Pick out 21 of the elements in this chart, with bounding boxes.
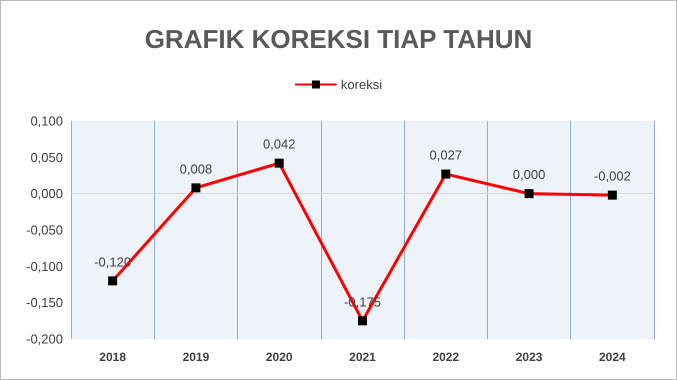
data-label: 0,008	[180, 161, 212, 176]
x-tick-label: 2019	[182, 350, 210, 364]
x-tick-label: 2023	[516, 350, 543, 364]
y-tick-label: -0,200	[26, 332, 63, 346]
x-tick-label: 2020	[266, 350, 293, 364]
y-tick-label: 0,100	[30, 114, 63, 128]
y-tick-label: 0,000	[30, 186, 63, 202]
y-tick-label: 0,050	[30, 150, 63, 165]
x-tick-label: 2022	[432, 350, 460, 364]
data-label: 0,027	[430, 148, 462, 163]
legend-label: koreksi	[340, 77, 382, 92]
y-tick-label: -0,100	[26, 258, 63, 274]
x-tick-label: 2018	[99, 350, 126, 364]
chart-title: GRAFIK KOREKSI TIAP TAHUN	[144, 24, 532, 54]
data-label: -0,002	[594, 168, 631, 184]
x-tick-label: 2024	[599, 350, 626, 364]
y-tick-label: -0,150	[26, 295, 63, 310]
data-label: 0,000	[512, 167, 546, 182]
x-tick-label: 2021	[349, 350, 376, 364]
y-tick-label: -0,050	[26, 222, 63, 238]
data-label: 0,042	[262, 136, 296, 152]
